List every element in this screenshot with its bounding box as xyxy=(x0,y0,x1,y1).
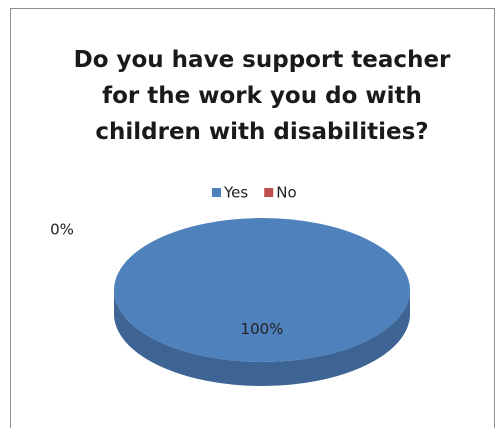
pie-side-shade xyxy=(114,290,410,386)
legend-swatch xyxy=(264,188,274,197)
pie-slice xyxy=(114,218,410,362)
legend-label: No xyxy=(276,184,296,202)
chart-title-box: Do you have support teacher for the work… xyxy=(73,47,451,145)
legend-swatch xyxy=(212,188,221,197)
chart-title: Do you have support teacher for the work… xyxy=(73,47,451,145)
pie-side xyxy=(114,290,410,386)
legend-label: Yes xyxy=(223,184,248,202)
data-label: 0% xyxy=(50,221,74,239)
data-label: 100% xyxy=(241,320,284,338)
